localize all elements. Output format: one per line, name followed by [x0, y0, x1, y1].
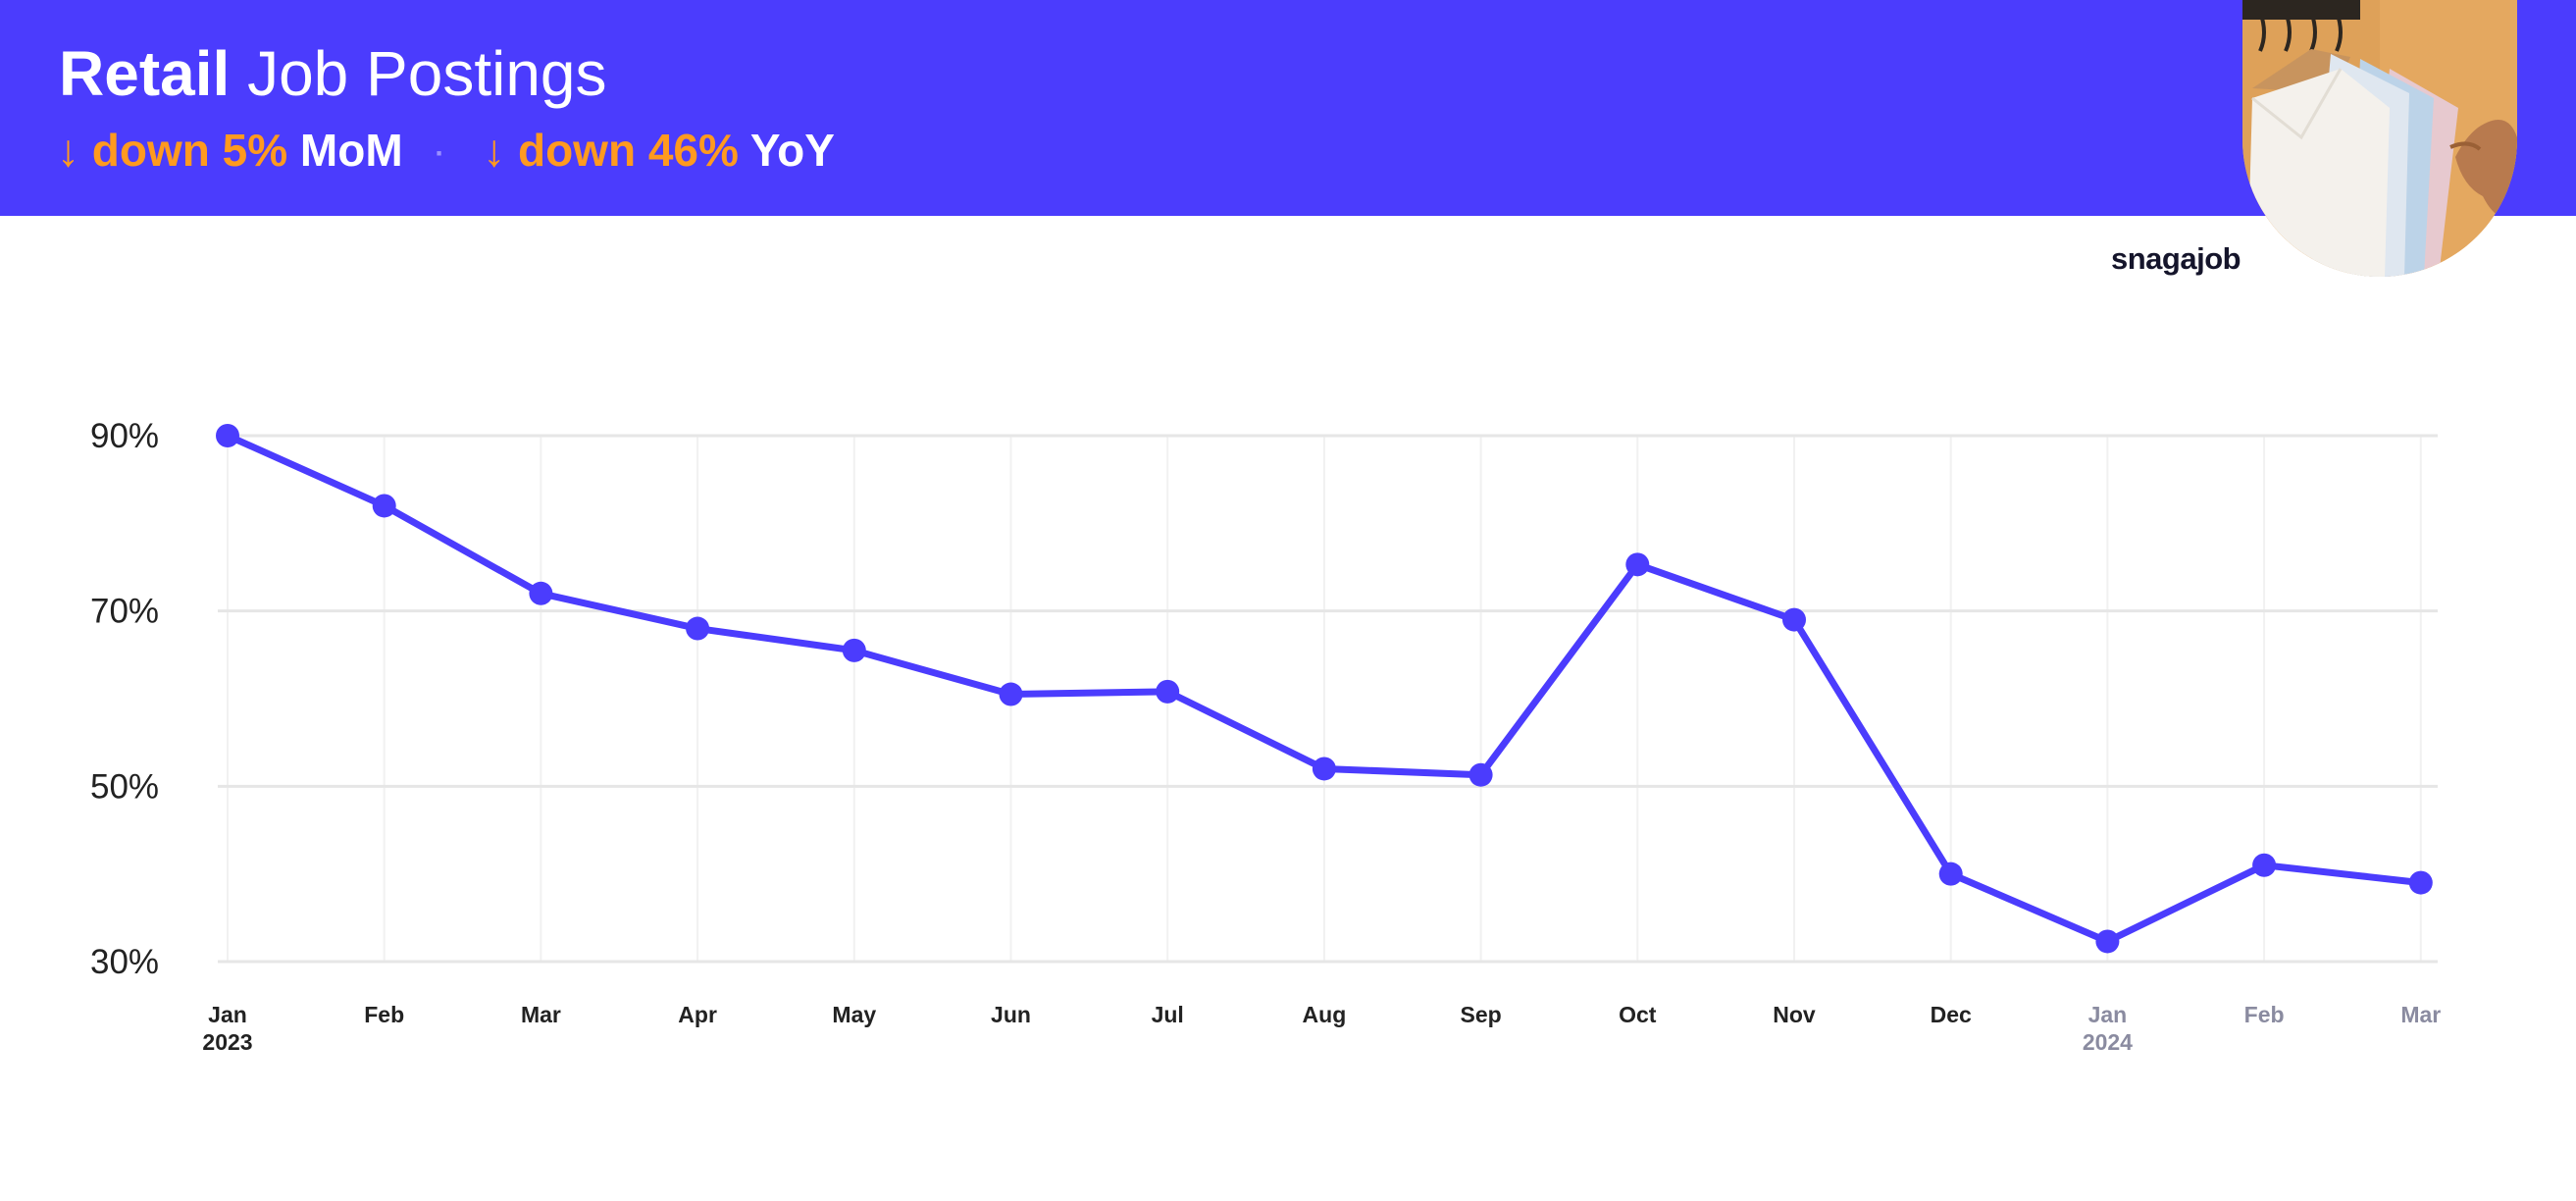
y-tick-label: 30% — [90, 943, 159, 981]
data-point — [1938, 862, 1963, 886]
data-point — [1156, 679, 1180, 704]
x-tick-label: Feb — [2244, 1002, 2285, 1027]
x-tick-label: Jan — [208, 1002, 247, 1027]
mom-arrow-icon: ↓ — [57, 125, 79, 176]
x-tick-year-label: 2023 — [202, 1029, 252, 1055]
x-tick-label: Mar — [521, 1002, 561, 1027]
x-tick-label: Jan — [2088, 1002, 2128, 1027]
data-point — [1312, 757, 1336, 781]
data-point — [1468, 762, 1493, 787]
data-point — [2095, 929, 2120, 954]
clothing-rack-photo — [2242, 0, 2517, 277]
x-tick-label: Jul — [1152, 1002, 1184, 1027]
x-tick-year-label: 2024 — [2083, 1029, 2133, 1055]
data-point — [529, 581, 553, 605]
y-tick-label: 50% — [90, 767, 159, 806]
data-point — [372, 494, 396, 518]
x-tick-label: Nov — [1773, 1002, 1816, 1027]
data-point — [2408, 870, 2433, 895]
data-point — [686, 616, 710, 641]
page-title: Retail Job Postings — [59, 37, 607, 110]
data-point — [842, 638, 866, 662]
title-rest: Job Postings — [230, 38, 607, 109]
data-point — [216, 424, 239, 447]
data-point — [999, 682, 1023, 706]
data-point — [2252, 853, 2277, 877]
x-tick-label: Dec — [1931, 1002, 1972, 1027]
header-banner: Retail Job Postings ↓ down 5% MoM · ↓ do… — [0, 0, 2576, 216]
title-strong: Retail — [59, 38, 231, 109]
data-point — [1782, 607, 1806, 632]
x-tick-label: Aug — [1303, 1002, 1347, 1027]
stats-line: ↓ down 5% MoM · ↓ down 46% YoY — [57, 124, 835, 177]
brand-logo: snagajob — [2111, 241, 2241, 276]
yoy-change: down 46% — [517, 125, 739, 176]
x-tick-label: Mar — [2400, 1002, 2441, 1027]
x-tick-label: Jun — [991, 1002, 1031, 1027]
clothing-rack-illustration — [2242, 0, 2517, 277]
x-tick-label: Apr — [678, 1002, 717, 1027]
y-tick-label: 90% — [90, 417, 159, 455]
mom-label: MoM — [287, 125, 403, 176]
y-tick-label: 70% — [90, 593, 159, 631]
mom-change: down 5% — [91, 125, 288, 176]
x-tick-label: May — [832, 1002, 876, 1027]
data-point — [1625, 552, 1650, 577]
x-tick-label: Oct — [1619, 1002, 1657, 1027]
yoy-arrow-icon: ↓ — [483, 125, 506, 176]
yoy-label: YoY — [738, 125, 835, 176]
stats-separator: · — [435, 136, 445, 170]
x-tick-label: Feb — [364, 1002, 404, 1027]
x-tick-label: Sep — [1461, 1002, 1502, 1027]
